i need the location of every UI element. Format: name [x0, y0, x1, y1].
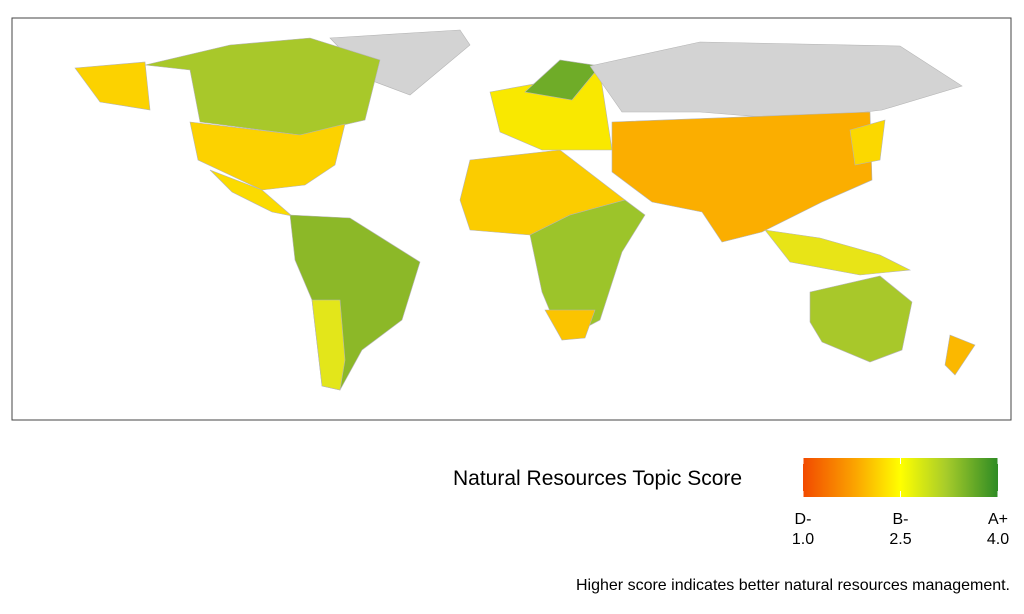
caption: Higher score indicates better natural re… [576, 577, 1010, 594]
legend-grade-label: B- [893, 511, 909, 528]
alaska [74, 61, 151, 111]
legend-tick-label: 1.0 [792, 531, 814, 548]
mexico [209, 169, 294, 217]
canada [144, 37, 381, 136]
south-africa [544, 309, 596, 341]
australia [809, 275, 913, 363]
usa [189, 121, 346, 191]
legend-grade-label: D- [795, 511, 812, 528]
argentina [311, 299, 346, 391]
legend-grade-label: A+ [988, 511, 1008, 528]
japan [849, 119, 886, 166]
legend-tick-label: 2.5 [889, 531, 911, 548]
world-map [74, 29, 976, 391]
legend-tick-label: 4.0 [987, 531, 1009, 548]
russia [589, 41, 963, 121]
indonesia [764, 229, 912, 276]
legend-title: Natural Resources Topic Score [453, 467, 742, 490]
new-zealand [944, 334, 976, 376]
central-africa [529, 199, 646, 341]
color-bar [803, 458, 998, 497]
